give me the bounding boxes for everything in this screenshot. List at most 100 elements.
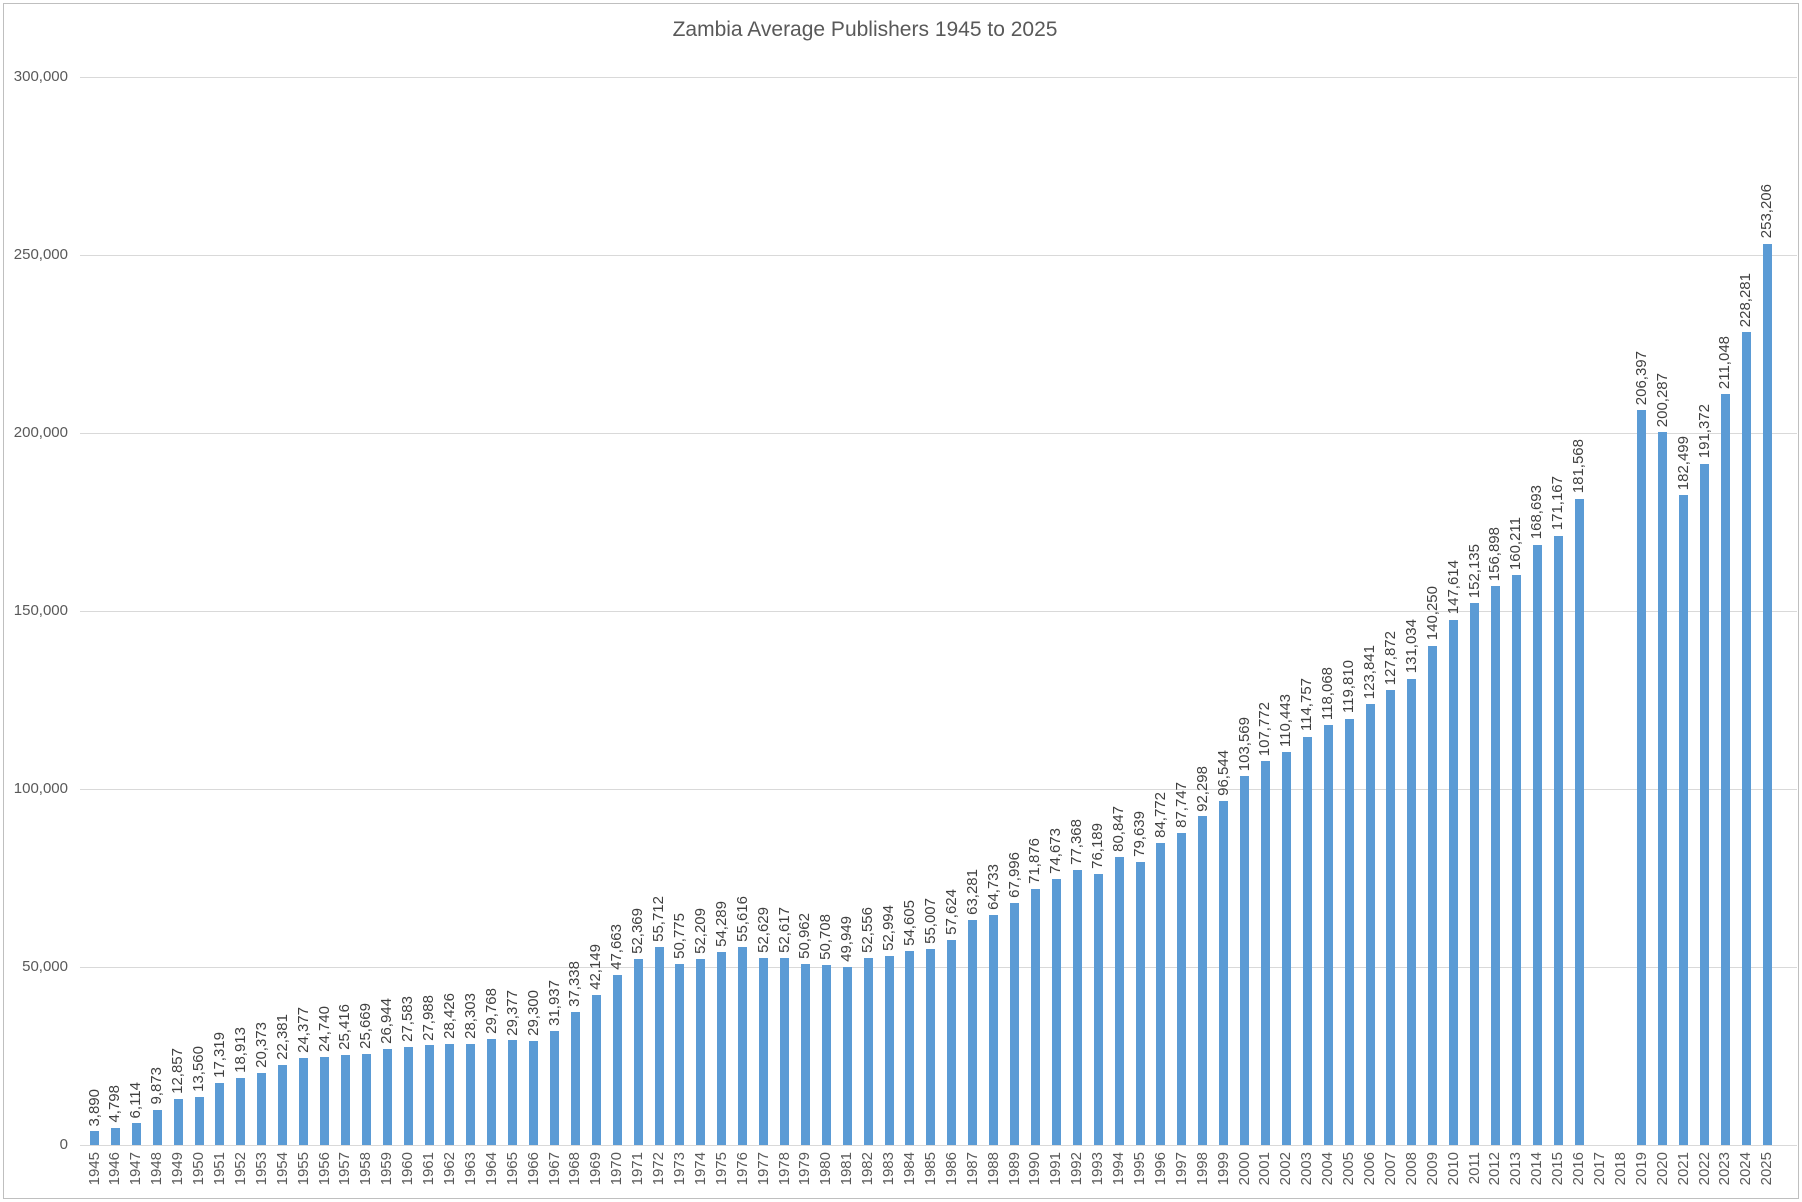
bar-1974 xyxy=(696,959,706,1145)
bar-1999 xyxy=(1219,801,1229,1145)
data-label-2025: 253,206 xyxy=(1758,184,1776,239)
x-axis-label-1994: 1994 xyxy=(1110,1152,1127,1186)
x-axis-label-2002: 2002 xyxy=(1277,1152,1295,1186)
x-axis-label-1953: 1953 xyxy=(252,1152,270,1186)
gridline xyxy=(80,789,1797,790)
chart-border xyxy=(3,3,1799,1199)
data-label-1975: 54,289 xyxy=(712,900,730,947)
data-label-1995: 79,639 xyxy=(1131,810,1148,857)
bar-2004 xyxy=(1323,724,1333,1145)
data-label-2016: 181,568 xyxy=(1570,439,1588,494)
bar-2000 xyxy=(1240,776,1249,1145)
bar-1987 xyxy=(968,919,978,1145)
bar-1948 xyxy=(152,1109,162,1145)
x-axis-label-1995: 1995 xyxy=(1131,1152,1148,1186)
x-axis-label-2021: 2021 xyxy=(1674,1152,1692,1186)
bar-1949 xyxy=(173,1099,183,1145)
x-axis-label-1975: 1975 xyxy=(712,1152,730,1186)
bar-1945 xyxy=(90,1131,99,1145)
x-axis-label-1961: 1961 xyxy=(420,1152,437,1186)
bar-1984 xyxy=(905,950,915,1145)
data-label-2020: 200,287 xyxy=(1653,372,1671,427)
bar-1995 xyxy=(1135,861,1145,1145)
data-label-2021: 182,499 xyxy=(1674,436,1692,491)
data-label-1982: 52,556 xyxy=(859,907,877,953)
x-axis-label-1974: 1974 xyxy=(691,1152,709,1186)
data-label-2006: 123,841 xyxy=(1361,644,1378,700)
x-axis-label-1970: 1970 xyxy=(608,1152,626,1186)
bar-2005 xyxy=(1344,718,1354,1145)
data-label-2014: 168,693 xyxy=(1528,485,1546,540)
x-axis-label-1952: 1952 xyxy=(231,1152,249,1186)
bar-1959 xyxy=(382,1049,392,1145)
x-axis-label-2015: 2015 xyxy=(1549,1152,1567,1186)
bar-1966 xyxy=(529,1040,539,1145)
bar-2021 xyxy=(1679,495,1689,1145)
bar-1989 xyxy=(1010,902,1019,1145)
x-axis-label-1972: 1972 xyxy=(650,1152,667,1186)
x-axis-line xyxy=(80,1145,1797,1146)
bar-1965 xyxy=(508,1040,518,1145)
data-label-1966: 29,300 xyxy=(524,989,542,1036)
bar-2016 xyxy=(1574,498,1584,1145)
data-label-1985: 55,007 xyxy=(921,898,939,945)
bar-1977 xyxy=(759,957,769,1145)
x-axis-label-1973: 1973 xyxy=(670,1152,688,1186)
data-label-2004: 118,068 xyxy=(1319,666,1337,720)
gridline xyxy=(80,967,1797,968)
x-axis-label-2018: 2018 xyxy=(1611,1152,1629,1186)
x-axis-label-1949: 1949 xyxy=(169,1152,187,1186)
data-label-1971: 52,369 xyxy=(629,907,647,954)
y-axis-tick-label: 50,000 xyxy=(22,958,68,975)
bar-1950 xyxy=(194,1096,204,1145)
data-label-1949: 12,857 xyxy=(169,1048,187,1095)
bar-1980 xyxy=(821,964,831,1145)
x-axis-label-1998: 1998 xyxy=(1193,1152,1211,1186)
x-axis-label-2023: 2023 xyxy=(1716,1152,1734,1186)
bar-1970 xyxy=(612,975,622,1145)
data-label-2011: 152,135 xyxy=(1465,544,1483,599)
data-label-1970: 47,663 xyxy=(608,924,626,971)
data-label-1981: 49,949 xyxy=(838,916,856,963)
data-label-1964: 29,768 xyxy=(482,988,500,1034)
bar-2009 xyxy=(1428,645,1438,1145)
bar-2007 xyxy=(1386,689,1396,1145)
bar-1993 xyxy=(1093,873,1103,1145)
x-axis-label-1990: 1990 xyxy=(1026,1152,1044,1186)
x-axis-label-2020: 2020 xyxy=(1653,1152,1671,1186)
data-label-1980: 50,708 xyxy=(817,913,835,960)
y-axis-tick-label: 150,000 xyxy=(13,602,68,619)
x-axis-label-1969: 1969 xyxy=(587,1152,605,1186)
bar-2002 xyxy=(1281,751,1291,1145)
bar-1981 xyxy=(842,967,852,1145)
bar-2011 xyxy=(1470,603,1479,1145)
x-axis-label-1965: 1965 xyxy=(503,1152,521,1186)
data-label-1992: 77,368 xyxy=(1068,818,1086,865)
bar-1972 xyxy=(654,946,664,1145)
data-label-2010: 147,614 xyxy=(1444,560,1462,615)
bar-1992 xyxy=(1072,869,1082,1145)
data-label-1969: 42,149 xyxy=(587,944,605,990)
bar-1991 xyxy=(1051,879,1061,1145)
bar-1960 xyxy=(403,1046,413,1145)
bar-1976 xyxy=(738,947,748,1145)
data-label-1968: 37,338 xyxy=(566,961,584,1008)
x-axis-label-1983: 1983 xyxy=(880,1152,897,1186)
x-axis-label-1971: 1971 xyxy=(629,1152,647,1186)
bar-1969 xyxy=(591,994,601,1145)
bar-1962 xyxy=(445,1043,455,1145)
data-label-1945: 3,890 xyxy=(85,1088,103,1127)
x-axis-label-1948: 1948 xyxy=(148,1152,166,1186)
bar-1997 xyxy=(1177,832,1187,1145)
data-label-1946: 4,798 xyxy=(106,1085,124,1123)
x-axis-label-1966: 1966 xyxy=(524,1152,542,1186)
data-label-1950: 13,560 xyxy=(190,1045,207,1092)
data-label-1993: 76,189 xyxy=(1089,822,1107,869)
bar-1952 xyxy=(236,1077,246,1145)
bar-1971 xyxy=(633,958,643,1145)
data-label-2002: 110,443 xyxy=(1277,693,1295,747)
data-label-1989: 67,996 xyxy=(1005,852,1023,898)
bar-1957 xyxy=(340,1054,350,1145)
x-axis-label-1962: 1962 xyxy=(440,1152,458,1186)
gridline xyxy=(80,255,1797,256)
